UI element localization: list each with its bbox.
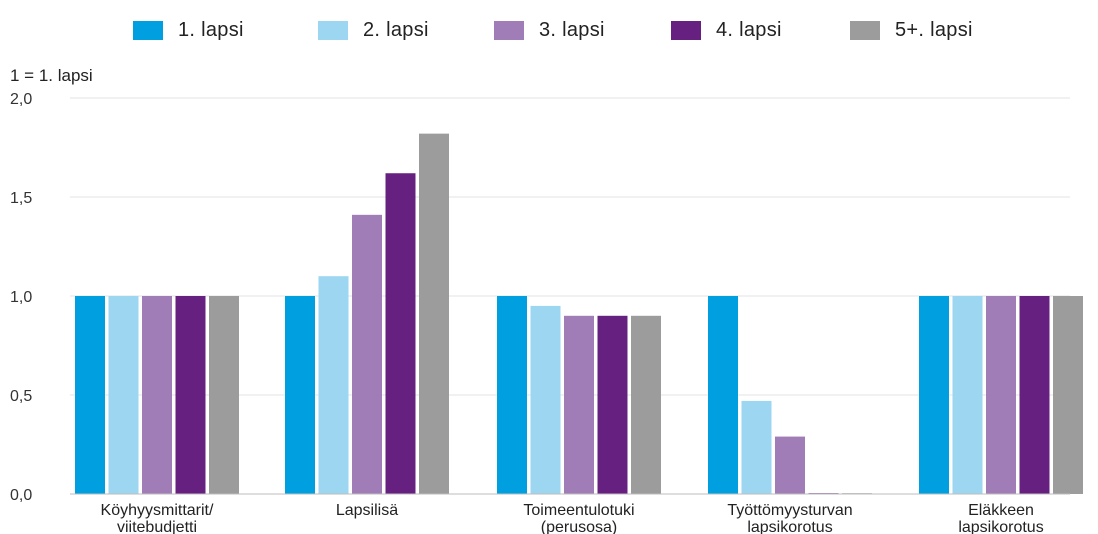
category-label: Työttömyysturvan lapsikorotus xyxy=(727,502,852,534)
legend-item: 1. lapsi xyxy=(133,15,244,45)
bar xyxy=(108,296,139,494)
bar xyxy=(75,296,105,494)
legend-label: 1. lapsi xyxy=(178,18,244,41)
legend-label: 2. lapsi xyxy=(363,18,429,41)
legend-swatch xyxy=(671,20,701,40)
bar xyxy=(952,296,983,494)
bar xyxy=(530,305,561,494)
bar xyxy=(285,296,315,494)
bar xyxy=(741,400,772,494)
legend-swatch xyxy=(850,20,880,40)
bar xyxy=(209,296,239,494)
legend-item: 4. lapsi xyxy=(671,15,782,45)
bar xyxy=(497,296,527,494)
y-tick-label: 1,5 xyxy=(10,190,32,207)
bar xyxy=(142,296,172,494)
category-label: Eläkkeen lapsikorotus xyxy=(958,502,1043,534)
category-label: Lapsilisä xyxy=(336,502,398,519)
bar xyxy=(1019,296,1050,494)
legend: 1. lapsi 2. lapsi 3. lapsi 4. lapsi 5+. laps… xyxy=(0,15,1098,45)
unit-label: 1 = 1. lapsi xyxy=(10,66,93,85)
bar xyxy=(385,173,416,495)
y-tick-label: 0,5 xyxy=(10,388,32,405)
category-label: Köyhyysmittarit/viitebudjetti xyxy=(101,502,214,534)
bar xyxy=(775,436,805,494)
bar xyxy=(318,276,349,494)
y-tick-label: 0,0 xyxy=(10,487,32,504)
bar xyxy=(352,214,382,494)
bar xyxy=(631,315,661,494)
category-label: Toimeentulotuki (perusosa) xyxy=(523,502,634,534)
bar xyxy=(175,296,206,494)
legend-swatch xyxy=(318,20,348,40)
bar xyxy=(419,133,449,494)
bar xyxy=(919,296,949,494)
legend-item: 5+. lapsi xyxy=(850,15,973,45)
legend-swatch xyxy=(494,20,524,40)
y-tick-label: 1,0 xyxy=(10,289,32,306)
legend-label: 3. lapsi xyxy=(539,18,605,41)
bar xyxy=(986,296,1016,494)
y-tick-label: 2,0 xyxy=(10,91,32,108)
bar xyxy=(564,315,594,494)
legend-label: 4. lapsi xyxy=(716,18,782,41)
bar xyxy=(597,315,628,494)
legend-swatch xyxy=(133,20,163,40)
bar xyxy=(708,296,738,494)
legend-item: 3. lapsi xyxy=(494,15,605,45)
bar xyxy=(1053,296,1083,494)
legend-label: 5+. lapsi xyxy=(895,18,973,41)
legend-item: 2. lapsi xyxy=(318,15,429,45)
